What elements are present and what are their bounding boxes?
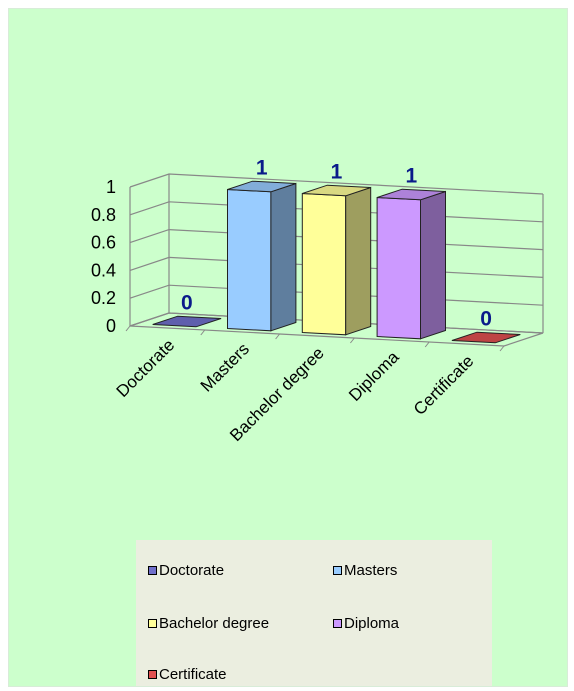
- bar-top: [227, 180, 297, 193]
- chart-area: 0 0.2 0.4 0.6 0.8 1 0 Doctorate 1 Masters 1 Bachelo…: [8, 8, 568, 687]
- legend-label: Diploma: [344, 615, 400, 632]
- legend-swatch: [148, 619, 157, 628]
- bar-side: [270, 182, 297, 332]
- legend: Doctorate Masters Bachelor degree Diplom…: [136, 540, 492, 686]
- bar-side: [345, 186, 372, 336]
- bar-top: [302, 184, 371, 197]
- x-tick-label: Certificate: [410, 351, 478, 419]
- data-label: 0: [480, 308, 492, 331]
- legend-item-masters: Masters: [333, 562, 397, 579]
- bar-front: [376, 196, 421, 340]
- legend-label: Certificate: [159, 666, 227, 683]
- data-label: 1: [256, 157, 268, 180]
- bar-front: [301, 192, 347, 336]
- legend-item-diploma: Diploma: [333, 615, 399, 632]
- legend-label: Masters: [344, 562, 398, 579]
- legend-item-doctorate: Doctorate: [148, 562, 224, 579]
- bar-top: [451, 331, 521, 344]
- bar-top: [376, 188, 446, 201]
- y-tick-label: 0.8: [91, 205, 116, 225]
- x-tick-mark: [275, 333, 280, 340]
- chart-floor: [129, 312, 544, 347]
- legend-label: Doctorate: [159, 562, 225, 579]
- x-tick-mark: [499, 345, 505, 352]
- x-tick-label: Masters: [197, 339, 253, 395]
- bar-top: [152, 315, 222, 328]
- legend-label: Bachelor degree: [159, 615, 270, 632]
- legend-swatch: [148, 566, 157, 575]
- legend-item-certificate: Certificate: [148, 666, 227, 683]
- y-tick-label: 0.4: [91, 260, 116, 280]
- bar-chart: 00.20.40.60.810Doctorate1Masters1Bachelo…: [91, 157, 544, 445]
- legend-swatch: [333, 566, 342, 575]
- legend-swatch: [148, 670, 157, 679]
- x-tick-mark: [125, 325, 131, 332]
- x-tick-mark: [424, 341, 430, 348]
- x-tick-label: Doctorate: [113, 335, 179, 401]
- legend-item-bachelor-degree: Bachelor degree: [148, 615, 269, 632]
- x-tick-mark: [200, 329, 206, 336]
- data-label: 1: [405, 165, 417, 188]
- legend-swatch: [333, 619, 342, 628]
- y-tick-label: 0: [106, 316, 116, 336]
- x-tick-mark: [350, 337, 355, 344]
- y-tick-label: 0.2: [91, 288, 116, 308]
- y-tick-label: 1: [106, 177, 116, 197]
- data-label: 0: [181, 292, 193, 315]
- x-tick-label: Diploma: [345, 347, 403, 405]
- y-tick-label: 0.6: [91, 233, 116, 253]
- bar-side: [420, 190, 446, 340]
- data-label: 1: [331, 161, 343, 184]
- bar-front: [227, 188, 272, 332]
